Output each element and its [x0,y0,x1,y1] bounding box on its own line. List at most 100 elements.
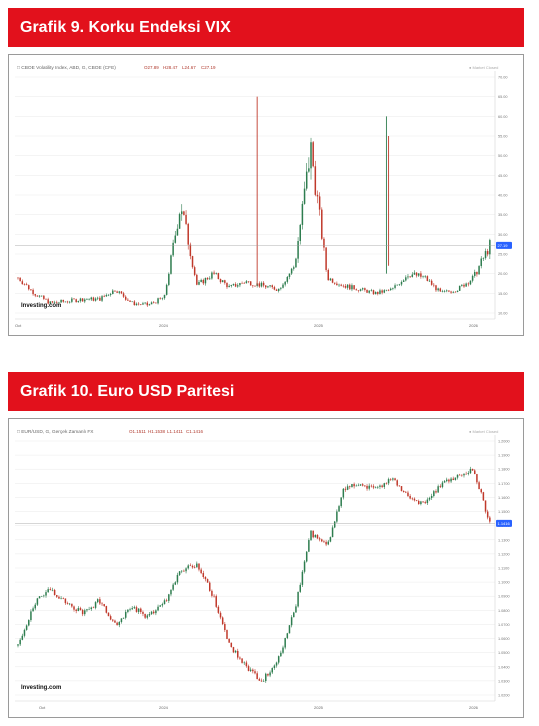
candle-body [239,283,241,286]
candle-body [120,618,123,623]
candle-body [157,298,159,304]
candle-body [359,289,362,291]
candle-body [271,668,273,673]
y-tick-label: 1.1300 [498,538,510,542]
candle-body [193,267,196,275]
candle-body [301,571,304,585]
candle-body [310,530,312,541]
candle-body [381,290,383,293]
candle-body [90,297,93,300]
candle-body [413,498,416,501]
candle-body [38,596,41,599]
candle-body [316,534,319,539]
candle-body [200,569,202,574]
candle-body [331,527,334,538]
candle-body [286,633,289,639]
candle-body [224,280,226,283]
ohlc-value: L24.67 [182,65,196,70]
candle-body [21,281,24,285]
candle-body [409,276,411,278]
candle-body [148,614,151,616]
candle-body [265,673,267,682]
legend-title: □ EUR/USD, G, Gerçek Zamanlı FX [17,429,94,435]
candle-body [430,495,433,499]
candle-body [379,290,381,294]
candle-body [155,610,157,614]
candle-body [383,290,386,293]
candle-body [303,188,306,204]
candle-body [84,299,86,302]
candle-body [252,669,254,672]
candle-body [271,285,273,288]
y-tick-label: 1.1000 [498,581,510,585]
candle-body [133,607,136,609]
candle-body [25,284,28,286]
candle-body [21,635,24,640]
candle-body [137,303,140,305]
candle-body [424,276,426,277]
candle-body [465,473,467,475]
candle-body [338,284,340,286]
candle-body [66,603,69,604]
candle-body [405,277,407,281]
candle-body [196,563,198,568]
candle-body [45,298,47,300]
candle-body [40,295,43,297]
candle-body [58,302,60,304]
candle-body [202,279,205,284]
candle-body [232,284,235,286]
candle-body [318,538,321,540]
candle-body [269,285,271,287]
x-tick-label: 2024 [159,323,169,328]
candle-body [157,606,159,611]
candle-body [146,302,149,306]
candle-body [280,652,282,657]
candle-body [394,285,396,288]
candle-body [79,608,82,610]
y-tick-label: 10.00 [498,312,508,316]
candle-body [349,486,351,488]
candle-body [340,284,342,286]
candle-body [303,561,306,572]
candle-body [389,479,392,480]
candle-body [480,489,482,493]
candle-body [127,299,129,301]
candle-body [245,281,248,284]
candle-body [293,612,295,618]
candle-body [467,473,470,474]
y-tick-label: 1.0800 [498,609,510,613]
candle-body [407,492,409,497]
candle-body [402,280,405,282]
candle-body [109,293,112,295]
candle-body [213,272,215,274]
investing-logo: Investing.com [21,685,61,691]
candle-body [81,609,84,615]
candle-body [62,299,64,302]
candle-body [86,299,88,301]
candle-body [239,657,241,659]
candle-body [60,299,62,303]
candle-body [146,615,149,618]
candle-body [247,666,250,671]
candle-body [284,638,286,648]
candle-body [420,273,422,277]
candle-body [258,283,261,287]
candle-body [28,620,30,626]
candle-body [131,608,133,610]
candle-body [349,284,351,290]
candle-body [53,589,56,596]
candle-body [133,301,136,306]
candle-body [142,303,144,305]
y-tick-label: 1.0600 [498,637,510,641]
candle-body [191,565,194,568]
candle-body [25,625,28,630]
candle-body [30,611,32,621]
candle-body [198,563,200,570]
candle-body [77,301,80,303]
y-tick-label: 25.00 [498,253,508,257]
candle-body [168,273,170,285]
y-tick-label: 50.00 [498,154,508,158]
candle-body [267,286,269,288]
candle-body [118,291,121,293]
candle-body [94,298,97,301]
